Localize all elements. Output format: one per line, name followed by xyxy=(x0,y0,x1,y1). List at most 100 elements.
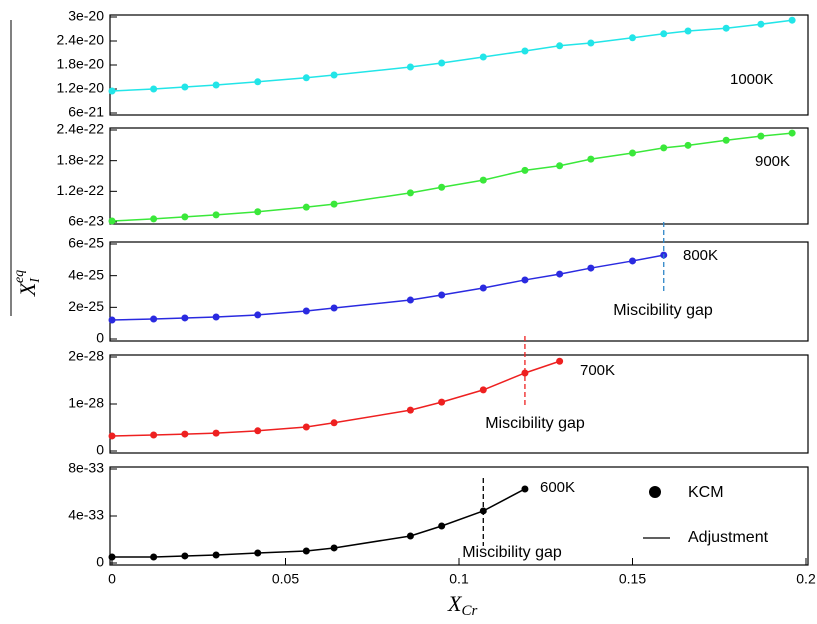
data-point xyxy=(302,307,310,315)
y-tick-label: 0 xyxy=(96,442,104,458)
data-point xyxy=(788,16,796,24)
data-point xyxy=(757,20,765,28)
data-point xyxy=(212,313,220,321)
data-point xyxy=(108,432,116,440)
data-point xyxy=(479,53,487,61)
data-point xyxy=(438,291,446,299)
series-line xyxy=(111,360,560,437)
data-point xyxy=(108,553,116,561)
legend-label: KCM xyxy=(688,484,724,501)
data-point xyxy=(438,183,446,191)
data-point xyxy=(479,284,487,292)
data-point xyxy=(181,552,189,560)
y-tick-label: 4e-25 xyxy=(68,266,104,282)
data-point xyxy=(438,59,446,67)
plot-frame xyxy=(109,241,809,342)
y-tick-label: 1e-28 xyxy=(68,395,104,411)
data-point xyxy=(330,71,338,79)
data-point xyxy=(556,270,564,278)
y-tick-label: 2e-25 xyxy=(68,298,104,314)
data-point xyxy=(254,549,262,557)
data-point xyxy=(212,81,220,89)
y-tick-label: 0 xyxy=(96,554,104,570)
plot-frame xyxy=(109,466,809,566)
x-label-sub: Cr xyxy=(461,603,477,619)
y-tick-label: 1.2e-20 xyxy=(57,80,105,96)
data-point xyxy=(181,314,189,322)
data-point xyxy=(330,200,338,208)
y-tick-label: 1.8e-22 xyxy=(57,151,105,167)
series-label: 900K xyxy=(755,153,790,170)
data-point xyxy=(302,547,310,555)
data-point xyxy=(150,215,158,223)
data-point xyxy=(629,149,636,157)
y-tick-label: 2.4e-22 xyxy=(57,121,105,137)
data-point xyxy=(521,166,529,174)
y-tick-label: 6e-25 xyxy=(68,235,104,251)
legend-marker xyxy=(649,486,661,498)
data-point xyxy=(406,189,414,197)
data-point xyxy=(330,304,338,312)
data-point xyxy=(181,430,189,438)
y-tick-label: 6e-23 xyxy=(68,213,104,229)
data-point xyxy=(521,485,529,493)
data-point xyxy=(660,30,668,38)
miscibility-gap-label: Miscibility gap xyxy=(613,302,713,319)
x-axis-label: XCr xyxy=(447,591,477,619)
data-point xyxy=(684,141,692,149)
data-point xyxy=(302,74,310,82)
data-point xyxy=(587,155,595,163)
data-point xyxy=(212,429,220,437)
y-label-main: X xyxy=(15,281,40,297)
y-tick-label: 8e-33 xyxy=(68,460,104,476)
data-point xyxy=(406,406,414,414)
data-point xyxy=(330,544,338,552)
miscibility-gap-label: Miscibility gap xyxy=(485,415,585,432)
series-label: 800K xyxy=(683,247,718,264)
y-label-sup: eq xyxy=(12,270,27,283)
data-point xyxy=(212,211,220,219)
data-point xyxy=(556,42,564,50)
plot-frame xyxy=(109,127,809,225)
data-point xyxy=(254,427,262,435)
x-tick-label: 0.05 xyxy=(272,571,299,587)
data-point xyxy=(587,264,595,272)
data-point xyxy=(660,144,668,152)
data-point xyxy=(302,203,310,211)
y-tick-label: 2.4e-20 xyxy=(57,32,105,48)
data-point xyxy=(406,63,414,71)
x-label-main: X xyxy=(447,591,463,616)
data-point xyxy=(521,276,529,284)
data-point xyxy=(108,316,116,324)
data-point xyxy=(254,78,262,86)
data-point xyxy=(629,257,636,265)
x-tick-label: 0.1 xyxy=(449,571,469,587)
data-point xyxy=(181,83,189,91)
data-point xyxy=(629,34,636,42)
data-point xyxy=(181,213,189,221)
series-label: 600K xyxy=(540,479,575,496)
series-label: 1000K xyxy=(730,71,773,88)
data-point xyxy=(330,419,338,427)
data-point xyxy=(108,217,116,225)
data-point xyxy=(212,551,220,559)
data-point xyxy=(302,423,310,431)
data-point xyxy=(479,176,487,184)
data-point xyxy=(150,315,158,323)
y-axis-label: XIeq xyxy=(12,270,43,297)
data-point xyxy=(479,386,487,394)
miscibility-gap-label: Miscibility gap xyxy=(462,544,562,561)
data-point xyxy=(556,162,564,170)
plot-frame xyxy=(109,354,809,454)
data-point xyxy=(150,85,158,93)
legend-label: Adjustment xyxy=(688,529,769,546)
y-tick-label: 4e-33 xyxy=(68,507,104,523)
y-tick-label: 2e-28 xyxy=(68,348,104,364)
data-point xyxy=(108,87,116,95)
data-point xyxy=(556,357,564,365)
series-line xyxy=(111,254,664,321)
data-point xyxy=(757,132,765,140)
data-point xyxy=(254,311,262,319)
data-point xyxy=(406,296,414,304)
y-tick-label: 0 xyxy=(96,330,104,346)
